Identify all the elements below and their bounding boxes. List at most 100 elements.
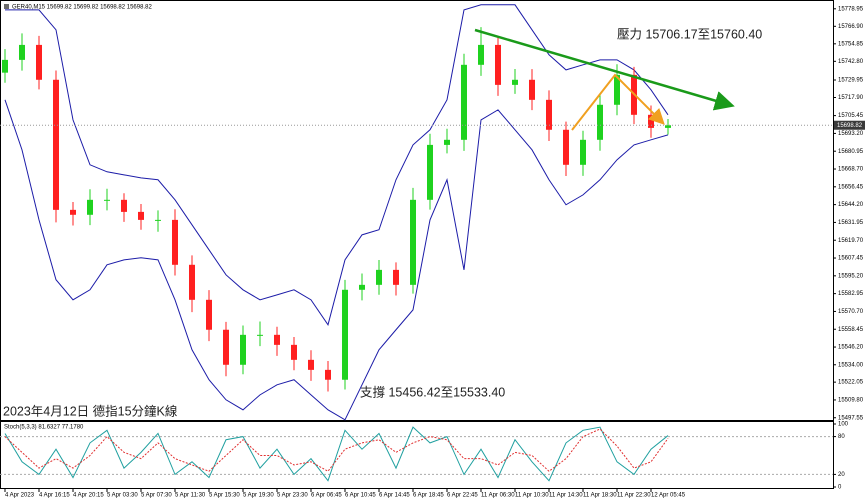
y-tick-label: 15656.45 — [838, 184, 864, 190]
candle-body — [87, 199, 93, 215]
candle-body — [580, 139, 586, 165]
y-tick-label: 15778.95 — [838, 6, 864, 12]
main-frame — [0, 0, 834, 421]
price-box — [834, 120, 865, 130]
y-tick-label: 15680.95 — [838, 149, 864, 155]
y-tick-label: 15705.45 — [838, 113, 864, 119]
stoch-label: Stoch(5,3,3) 81.6327 77.1780 — [4, 425, 84, 431]
candle-body — [325, 369, 331, 380]
x-tick-label: 11 Apr 18:30 — [583, 493, 617, 499]
stoch-tick-label: 80 — [838, 434, 845, 440]
x-tick-label: 6 Apr 18:45 — [413, 493, 444, 499]
x-tick-label: 6 Apr 22:45 — [447, 493, 478, 499]
y-tick-label: 15729.95 — [838, 78, 864, 84]
stoch-tick-label: 0 — [838, 485, 842, 491]
y-tick-label: 15546.20 — [838, 345, 864, 351]
y-tick-label: 15766.90 — [838, 24, 864, 30]
candle-body — [189, 264, 195, 300]
candle-body — [19, 44, 25, 60]
x-tick-label: 11 Apr 10:30 — [515, 493, 549, 499]
bollinger-band — [5, 4, 669, 327]
candle-body — [274, 334, 280, 345]
candle-body — [291, 344, 297, 360]
y-tick-label: 15509.80 — [838, 398, 864, 404]
candle-body — [512, 79, 518, 85]
bollinger-band — [4, 99, 669, 421]
candle-body — [393, 269, 399, 285]
candle-body — [444, 139, 450, 145]
y-tick-label: 15534.00 — [838, 362, 864, 368]
price-label: 15698.82 — [837, 123, 863, 129]
y-tick-label: 15693.20 — [838, 131, 864, 137]
x-tick-label: 5 Apr 11:30 — [175, 493, 206, 499]
candle-body — [529, 79, 535, 100]
x-tick-label: 5 Apr 23:30 — [277, 493, 308, 499]
y-tick-label: 15754.85 — [838, 41, 864, 47]
candle-body — [121, 199, 127, 212]
x-tick-label: 5 Apr 03:30 — [107, 493, 138, 499]
x-tick-label: 6 Apr 06:45 — [311, 493, 342, 499]
candle-body — [376, 269, 382, 285]
y-tick-label: 15522.05 — [838, 380, 864, 386]
candle-body — [308, 359, 314, 370]
candle-body — [53, 79, 59, 210]
y-tick-label: 15607.45 — [838, 256, 864, 262]
annotation: 支撐 15456.42至15533.40 — [360, 385, 505, 399]
candle-body — [223, 329, 229, 365]
y-tick-label: 15742.80 — [838, 59, 864, 65]
candle-body — [614, 74, 620, 105]
stoch-line — [4, 428, 669, 472]
header: GER40,M15 15699.82 15699.82 15698.82 156… — [12, 5, 152, 11]
y-tick-label: 15668.70 — [838, 167, 864, 173]
x-tick-label: 4 Apr 16:15 — [39, 493, 70, 499]
y-tick-label: 15582.95 — [838, 291, 864, 297]
candle-body — [359, 284, 365, 290]
candle-body — [70, 209, 76, 215]
candle-body — [546, 99, 552, 130]
y-tick-label: 15644.20 — [838, 202, 864, 208]
y-tick-label: 15558.45 — [838, 327, 864, 333]
y-tick-label: 15631.95 — [838, 220, 864, 226]
candle-body — [495, 44, 501, 85]
x-tick-label: 5 Apr 19:30 — [243, 493, 274, 499]
annotation: 2023年4月12日 德指15分鐘K線 — [3, 403, 178, 418]
y-tick-label: 15619.70 — [838, 238, 864, 244]
y-tick-label: 15570.70 — [838, 309, 864, 315]
x-tick-label: 5 Apr 15:30 — [209, 493, 240, 499]
candle-body — [257, 334, 263, 336]
candle-body — [172, 219, 178, 265]
candle-body — [427, 144, 433, 200]
y-tick-label: 15497.55 — [838, 415, 864, 421]
candle-body — [240, 334, 246, 365]
annotation: 壓力 15706.17至15760.40 — [617, 27, 762, 41]
stoch-line — [4, 426, 669, 482]
candle-body — [206, 299, 212, 330]
x-tick-label: 6 Apr 10:45 — [345, 493, 376, 499]
x-tick-label: 12 Apr 05:45 — [651, 493, 686, 499]
candle-body — [155, 219, 161, 221]
y-tick-label: 15595.20 — [838, 273, 864, 279]
x-tick-label: 11 Apr 22:30 — [617, 493, 651, 499]
candle-body — [2, 59, 8, 73]
stoch-tick-label: 20 — [838, 472, 845, 478]
x-tick-label: 11 Apr 06:30 — [481, 493, 515, 499]
candle-body — [138, 211, 144, 220]
candle-body — [648, 114, 654, 128]
candle-body — [461, 64, 467, 140]
candle-body — [665, 125, 671, 128]
x-tick-label: 11 Apr 14:30 — [549, 493, 583, 499]
candle-body — [563, 129, 569, 165]
x-tick-label: 5 Apr 07:30 — [141, 493, 172, 499]
candle-body — [104, 199, 110, 201]
candle-body — [342, 289, 348, 380]
trend-line — [474, 28, 735, 111]
trend-line — [571, 73, 665, 131]
x-tick-label: 4 Apr 2023 — [5, 493, 35, 499]
candle-body — [410, 199, 416, 285]
x-tick-label: 4 Apr 20:15 — [73, 493, 104, 499]
candle-body — [36, 44, 42, 80]
x-tick-label: 6 Apr 14:45 — [379, 493, 410, 499]
candle-body — [597, 104, 603, 140]
candle-body — [478, 44, 484, 65]
